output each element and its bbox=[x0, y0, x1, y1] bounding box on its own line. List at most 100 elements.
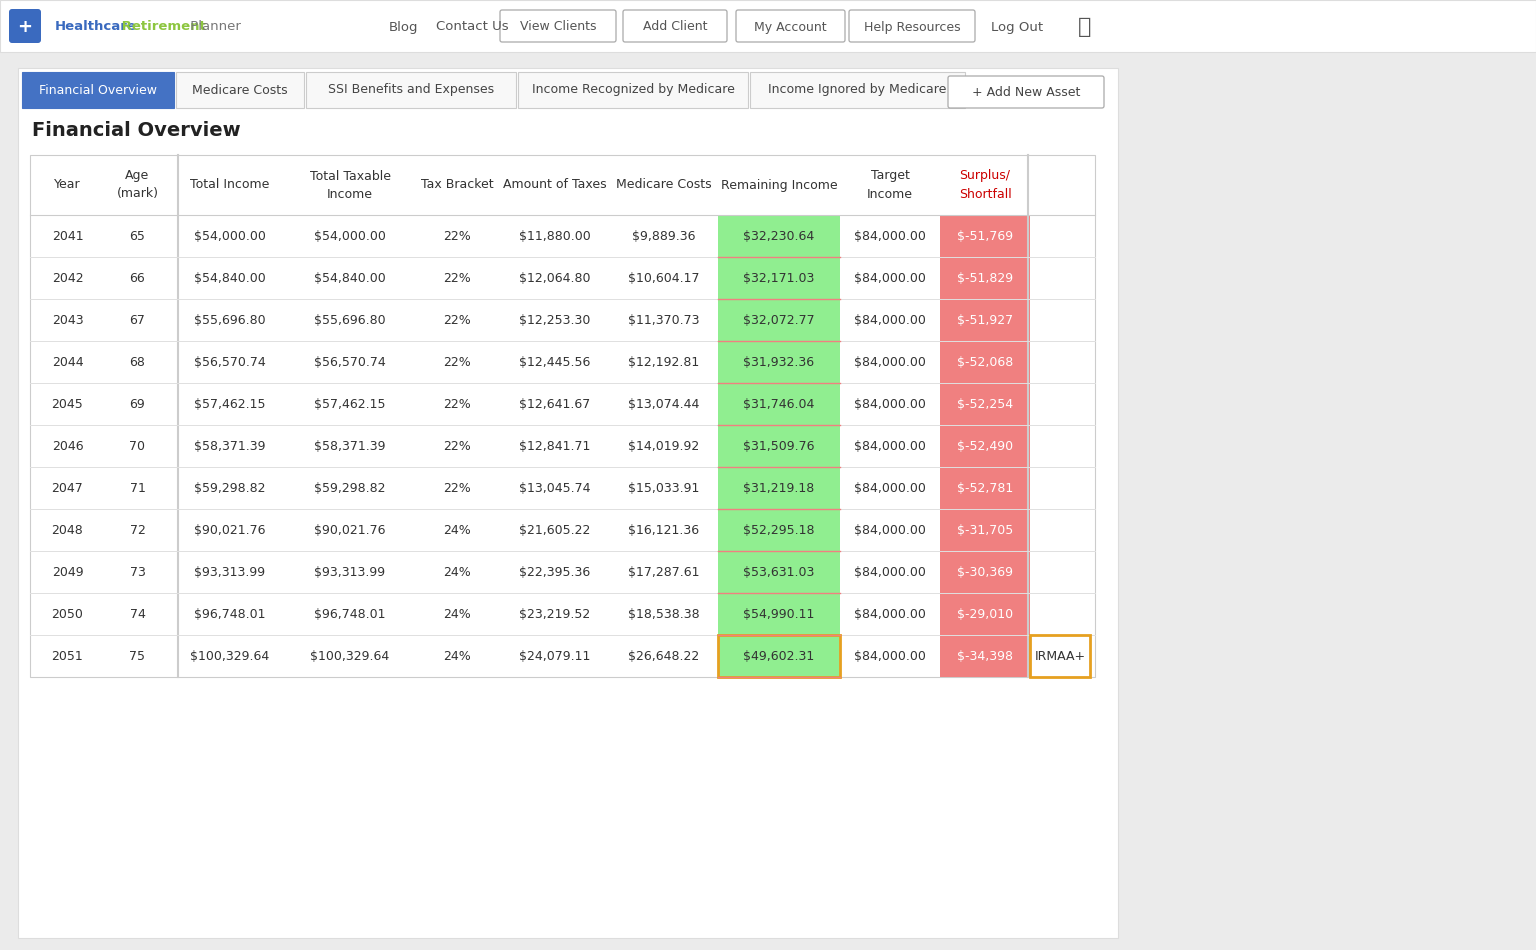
Text: Year: Year bbox=[54, 179, 81, 192]
Text: $31,932.36: $31,932.36 bbox=[743, 355, 814, 369]
Text: $12,253.30: $12,253.30 bbox=[519, 314, 591, 327]
Text: $58,371.39: $58,371.39 bbox=[194, 440, 266, 452]
Text: +: + bbox=[17, 18, 32, 36]
Text: $84,000.00: $84,000.00 bbox=[854, 230, 926, 242]
Text: My Account: My Account bbox=[754, 21, 826, 33]
Bar bbox=[940, 299, 1031, 341]
Text: $96,748.01: $96,748.01 bbox=[194, 607, 266, 620]
Text: $84,000.00: $84,000.00 bbox=[854, 650, 926, 662]
Text: 74: 74 bbox=[129, 607, 146, 620]
Text: $93,313.99: $93,313.99 bbox=[195, 565, 266, 579]
Text: $-52,781: $-52,781 bbox=[957, 482, 1014, 495]
Bar bbox=[717, 509, 840, 551]
Text: $12,192.81: $12,192.81 bbox=[628, 355, 699, 369]
Text: 2050: 2050 bbox=[52, 607, 83, 620]
Text: $9,889.36: $9,889.36 bbox=[633, 230, 696, 242]
Text: 2042: 2042 bbox=[52, 272, 83, 284]
Bar bbox=[940, 425, 1031, 467]
Text: ⌕: ⌕ bbox=[1078, 17, 1092, 37]
Text: $26,648.22: $26,648.22 bbox=[628, 650, 699, 662]
Bar bbox=[717, 635, 840, 677]
Text: IRMAA+: IRMAA+ bbox=[1034, 650, 1086, 662]
Text: $32,230.64: $32,230.64 bbox=[743, 230, 814, 242]
Bar bbox=[717, 467, 840, 509]
Text: Healthcare: Healthcare bbox=[55, 21, 137, 33]
Text: 73: 73 bbox=[129, 565, 146, 579]
Text: $-52,254: $-52,254 bbox=[957, 397, 1014, 410]
Text: $59,298.82: $59,298.82 bbox=[194, 482, 266, 495]
Text: $57,462.15: $57,462.15 bbox=[194, 397, 266, 410]
Text: $-29,010: $-29,010 bbox=[957, 607, 1014, 620]
Text: Income: Income bbox=[327, 187, 373, 200]
FancyBboxPatch shape bbox=[849, 10, 975, 42]
Text: $31,746.04: $31,746.04 bbox=[743, 397, 814, 410]
Text: $84,000.00: $84,000.00 bbox=[854, 523, 926, 537]
Text: $84,000.00: $84,000.00 bbox=[854, 355, 926, 369]
Text: (mark): (mark) bbox=[117, 187, 158, 200]
Text: $84,000.00: $84,000.00 bbox=[854, 314, 926, 327]
Text: Retirement: Retirement bbox=[117, 21, 206, 33]
Text: $-51,829: $-51,829 bbox=[957, 272, 1014, 284]
Text: $32,171.03: $32,171.03 bbox=[743, 272, 814, 284]
Text: 2049: 2049 bbox=[52, 565, 83, 579]
Text: Tax Bracket: Tax Bracket bbox=[421, 179, 493, 192]
Text: $10,604.17: $10,604.17 bbox=[628, 272, 700, 284]
Bar bbox=[940, 215, 1031, 257]
Text: $96,748.01: $96,748.01 bbox=[315, 607, 386, 620]
Text: 24%: 24% bbox=[444, 607, 472, 620]
Text: Contact Us: Contact Us bbox=[436, 21, 508, 33]
Bar bbox=[940, 257, 1031, 299]
Bar bbox=[940, 509, 1031, 551]
Text: 24%: 24% bbox=[444, 650, 472, 662]
Text: $49,602.31: $49,602.31 bbox=[743, 650, 814, 662]
Text: $11,370.73: $11,370.73 bbox=[628, 314, 700, 327]
Text: Target: Target bbox=[871, 169, 909, 182]
Text: $17,287.61: $17,287.61 bbox=[628, 565, 700, 579]
Text: 65: 65 bbox=[129, 230, 146, 242]
Text: $-34,398: $-34,398 bbox=[957, 650, 1014, 662]
Text: $54,000.00: $54,000.00 bbox=[194, 230, 266, 242]
Bar bbox=[940, 383, 1031, 425]
Text: Total Income: Total Income bbox=[190, 179, 270, 192]
Text: Medicare Costs: Medicare Costs bbox=[616, 179, 711, 192]
Text: $-52,490: $-52,490 bbox=[957, 440, 1014, 452]
Text: 68: 68 bbox=[129, 355, 146, 369]
Text: 71: 71 bbox=[129, 482, 146, 495]
Text: $84,000.00: $84,000.00 bbox=[854, 607, 926, 620]
Text: Add Client: Add Client bbox=[642, 21, 707, 33]
Text: 2046: 2046 bbox=[52, 440, 83, 452]
Bar bbox=[717, 425, 840, 467]
FancyBboxPatch shape bbox=[501, 10, 616, 42]
Text: $93,313.99: $93,313.99 bbox=[315, 565, 386, 579]
Text: $-51,927: $-51,927 bbox=[957, 314, 1014, 327]
Text: $100,329.64: $100,329.64 bbox=[310, 650, 390, 662]
Text: $84,000.00: $84,000.00 bbox=[854, 440, 926, 452]
Text: 24%: 24% bbox=[444, 523, 472, 537]
Text: Amount of Taxes: Amount of Taxes bbox=[504, 179, 607, 192]
Text: 22%: 22% bbox=[444, 314, 472, 327]
Text: + Add New Asset: + Add New Asset bbox=[972, 86, 1080, 99]
Text: $100,329.64: $100,329.64 bbox=[190, 650, 270, 662]
Bar bbox=[717, 383, 840, 425]
Text: 22%: 22% bbox=[444, 230, 472, 242]
Bar bbox=[1031, 635, 1091, 677]
Text: $55,696.80: $55,696.80 bbox=[315, 314, 386, 327]
Text: $-31,705: $-31,705 bbox=[957, 523, 1014, 537]
Text: Total Taxable: Total Taxable bbox=[309, 169, 390, 182]
Text: $-51,769: $-51,769 bbox=[957, 230, 1014, 242]
Bar bbox=[940, 593, 1031, 635]
Text: $59,298.82: $59,298.82 bbox=[315, 482, 386, 495]
Text: Shortfall: Shortfall bbox=[958, 187, 1011, 200]
Text: $55,696.80: $55,696.80 bbox=[194, 314, 266, 327]
Text: View Clients: View Clients bbox=[519, 21, 596, 33]
Text: 22%: 22% bbox=[444, 355, 472, 369]
Text: $90,021.76: $90,021.76 bbox=[194, 523, 266, 537]
Bar bbox=[750, 72, 965, 108]
Text: Blog: Blog bbox=[389, 21, 418, 33]
Text: $31,509.76: $31,509.76 bbox=[743, 440, 814, 452]
Text: $58,371.39: $58,371.39 bbox=[315, 440, 386, 452]
Text: $13,074.44: $13,074.44 bbox=[628, 397, 700, 410]
Text: Income: Income bbox=[866, 187, 912, 200]
Text: 67: 67 bbox=[129, 314, 146, 327]
Text: $56,570.74: $56,570.74 bbox=[194, 355, 266, 369]
